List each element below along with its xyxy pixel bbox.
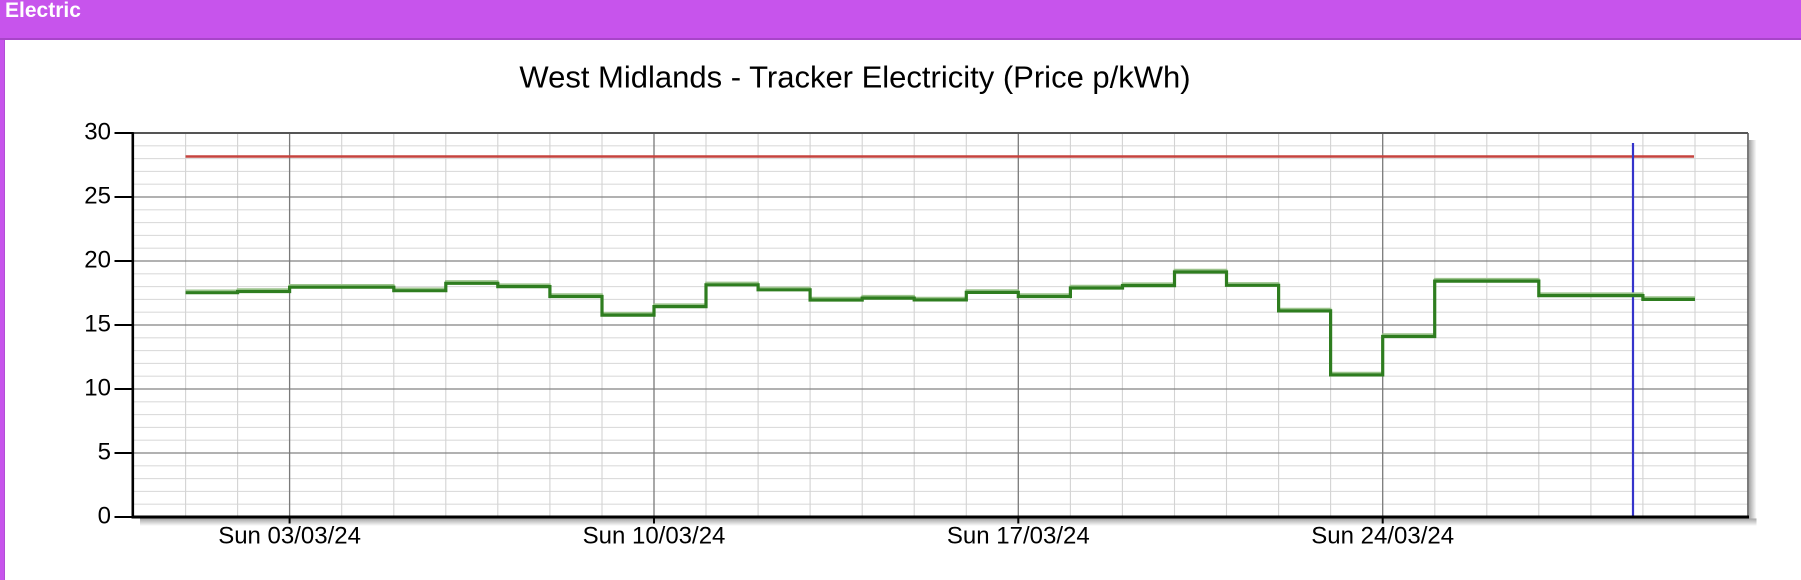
svg-text:30: 30 xyxy=(84,119,111,146)
svg-text:5: 5 xyxy=(98,439,111,466)
svg-text:10: 10 xyxy=(84,375,111,402)
svg-text:25: 25 xyxy=(84,183,111,210)
svg-text:Sun 17/03/24: Sun 17/03/24 xyxy=(947,523,1090,550)
svg-text:15: 15 xyxy=(84,311,111,338)
svg-text:West Midlands - Tracker Electr: West Midlands - Tracker Electricity (Pri… xyxy=(519,60,1190,95)
svg-text:0: 0 xyxy=(98,503,111,530)
svg-text:20: 20 xyxy=(84,247,111,274)
svg-text:Sun 10/03/24: Sun 10/03/24 xyxy=(583,523,726,550)
svg-text:Sun 24/03/24: Sun 24/03/24 xyxy=(1311,523,1454,550)
svg-text:Sun 03/03/24: Sun 03/03/24 xyxy=(218,523,361,550)
